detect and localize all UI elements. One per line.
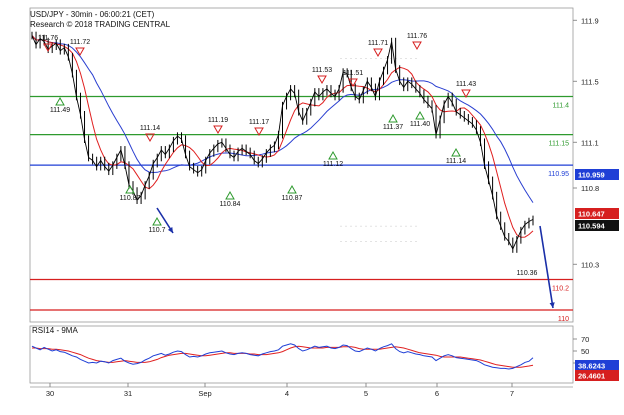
pivot-label: 111.72 xyxy=(70,39,90,46)
pivot-up-icon xyxy=(388,113,398,123)
pivot-up-icon xyxy=(451,147,461,157)
pivot-label: 110.36 xyxy=(517,270,538,277)
pivot-up-icon xyxy=(287,184,297,194)
pivot-down-icon xyxy=(145,133,155,143)
x-tick-label: 6 xyxy=(435,389,439,398)
header-research: Research © 2018 TRADING CENTRAL xyxy=(30,20,171,29)
rsi-price-box xyxy=(575,370,619,381)
pivot-down-icon xyxy=(373,48,383,58)
y-tick-label: 111.5 xyxy=(581,77,599,86)
price-box xyxy=(575,169,619,180)
level-label: 110 xyxy=(558,316,569,323)
pivot-label: 111.49 xyxy=(50,107,70,114)
pivot-up-icon xyxy=(328,150,338,160)
rsi-price-box xyxy=(575,360,619,371)
pivot-label: 111.53 xyxy=(312,67,332,74)
pivot-label: 111.40 xyxy=(410,121,430,128)
y-tick-label: 110.8 xyxy=(581,184,599,193)
pivot-label: 111.71 xyxy=(368,40,388,47)
pivot-label: 111.14 xyxy=(446,158,466,165)
pivot-label: 111.37 xyxy=(383,124,403,131)
pivot-label: 111.43 xyxy=(456,81,476,88)
y-tick-label: 110.3 xyxy=(581,260,599,269)
rsi-line xyxy=(31,343,534,370)
pivot-label: 111.12 xyxy=(323,161,343,168)
pivot-up-icon xyxy=(225,190,235,200)
projection-arrow xyxy=(539,225,554,309)
pivot-label: 111.14 xyxy=(140,125,160,132)
pivot-label: 111.76 xyxy=(407,33,427,40)
x-tick-label: 7 xyxy=(510,389,514,398)
projection-arrow-head xyxy=(549,302,555,308)
level-label: 110.2 xyxy=(552,286,569,293)
level-label: 111.4 xyxy=(553,103,570,110)
pivot-up-icon xyxy=(125,184,135,194)
rsi-plot-frame xyxy=(29,325,574,384)
x-tick-label: 5 xyxy=(364,389,368,398)
rsi-title: RSI14 - 9MA xyxy=(32,326,78,335)
pivot-down-icon xyxy=(412,41,422,51)
pivot-label: 111.17 xyxy=(249,119,269,126)
x-tick-label: 30 xyxy=(46,389,54,398)
pivot-down-icon xyxy=(348,78,358,88)
pivot-label: 111.19 xyxy=(208,117,228,124)
pivot-down-icon xyxy=(213,125,223,135)
rsi-y-tick-label: 50 xyxy=(581,347,589,356)
price-box-label: 110.647 xyxy=(578,210,605,219)
price-box-label: 110.959 xyxy=(578,171,605,180)
rsi-ma-line xyxy=(32,345,534,368)
pivot-label: 111.76 xyxy=(38,35,58,42)
price-line xyxy=(31,35,534,251)
rsi-y-tick-label: 70 xyxy=(581,335,589,344)
pivot-down-icon xyxy=(75,47,85,57)
x-tick-label: Sep xyxy=(198,389,211,398)
ma-slow-line xyxy=(31,35,534,203)
price-box xyxy=(575,208,619,219)
level-label: 111.15 xyxy=(549,141,569,148)
pivot-up-icon xyxy=(152,216,162,226)
price-box xyxy=(575,220,619,231)
y-tick-label: 111.1 xyxy=(581,138,599,147)
pivot-down-icon xyxy=(43,43,53,53)
header-title: USD/JPY - 30min - 06:00:21 (CET) xyxy=(30,10,155,19)
pivot-down-icon xyxy=(461,89,471,99)
ma-fast-line xyxy=(31,35,534,238)
x-tick-label: 4 xyxy=(285,389,289,398)
past-arrow-head xyxy=(167,227,173,233)
pivot-label: 110.87 xyxy=(282,195,303,202)
level-label: 110.95 xyxy=(548,171,569,178)
pivot-down-icon xyxy=(254,127,264,137)
x-tick-label: 31 xyxy=(124,389,132,398)
rsi-price-box-label: 26.4601 xyxy=(578,372,605,381)
pivot-label: 110.7 xyxy=(149,227,166,234)
pivot-up-icon xyxy=(55,96,65,106)
rsi-price-box-label: 38.6243 xyxy=(578,362,605,371)
y-tick-label: 111.9 xyxy=(581,16,599,25)
pivot-label: 110.87 xyxy=(120,195,141,202)
price-box-label: 110.594 xyxy=(578,222,606,231)
pivot-down-icon xyxy=(317,75,327,85)
pivot-label: 111.51 xyxy=(343,70,363,77)
pivot-up-icon xyxy=(415,110,425,120)
pivot-label: 110.84 xyxy=(220,201,241,208)
